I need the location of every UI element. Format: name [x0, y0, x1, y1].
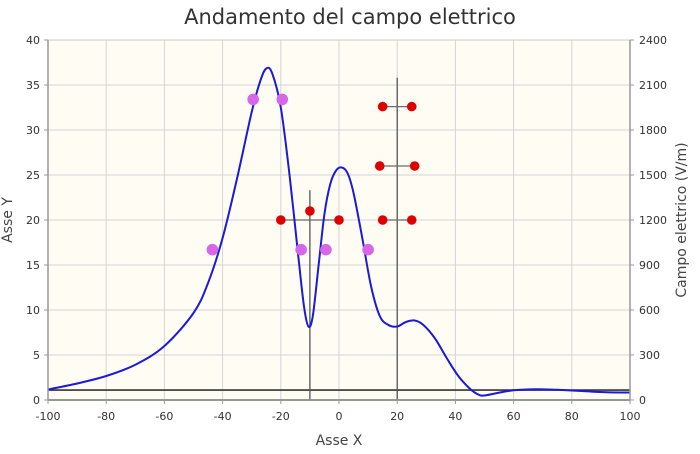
y-tick-label: 40 — [26, 34, 40, 47]
negative-charge-marker — [206, 243, 219, 256]
axes: -100 -80 -60 -40 -20 0 20 40 60 80 100 0 5 10 15 20 25 30… — [26, 34, 667, 423]
y-tick-label: 30 — [26, 124, 40, 137]
negative-charge-marker — [276, 93, 289, 106]
y2-tick-label: 600 — [639, 304, 660, 317]
x-tick-label: 20 — [390, 410, 404, 423]
y-tick-label: 20 — [26, 214, 40, 227]
x-tick-label: 80 — [565, 410, 579, 423]
x-tick-label: 0 — [336, 410, 343, 423]
grid — [48, 40, 630, 400]
y-tick-label: 35 — [26, 79, 40, 92]
y2-tick-label: 1800 — [639, 124, 667, 137]
y2-tick-label: 0 — [639, 394, 646, 407]
positive-charge-marker — [406, 215, 417, 225]
x-tick-label: -100 — [36, 410, 61, 423]
negative-charge-marker — [362, 243, 374, 256]
positive-charge-marker — [305, 206, 315, 216]
chart-title: Andamento del campo elettrico — [184, 5, 516, 29]
positive-charge-marker — [334, 215, 344, 225]
positive-charge-marker — [377, 215, 388, 225]
y2-axis-label: Campo elettrico (V/m) — [674, 142, 690, 297]
y-axis-label: Asse Y — [0, 197, 16, 243]
positive-charge-marker — [409, 161, 420, 171]
x-tick-label: 100 — [620, 410, 641, 423]
field-curve-layer — [47, 66, 631, 397]
y-tick-label: 0 — [33, 394, 40, 407]
negative-charge-marker — [320, 243, 332, 256]
x-tick-label: -60 — [155, 410, 173, 423]
field-curve — [47, 66, 631, 397]
y-tick-label: 25 — [26, 169, 40, 182]
y-tick-label: 5 — [33, 349, 40, 362]
x-tick-label: -20 — [272, 410, 290, 423]
y2-tick-label: 300 — [639, 349, 660, 362]
charges-layer — [206, 93, 420, 256]
y2-tick-label: 1500 — [639, 169, 667, 182]
positive-charge-marker — [377, 101, 388, 112]
y2-tick-label: 2400 — [639, 34, 667, 47]
y2-tick-label: 900 — [639, 259, 660, 272]
y2-tick-label: 2100 — [639, 79, 667, 92]
y2-tick-label: 1200 — [639, 214, 667, 227]
positive-charge-marker — [374, 161, 385, 171]
x-tick-label: 40 — [448, 410, 462, 423]
positive-charge-marker — [406, 101, 417, 112]
y-tick-label: 15 — [26, 259, 40, 272]
charge-stems — [280, 105, 415, 221]
y-tick-label: 10 — [26, 304, 40, 317]
x-tick-label: -80 — [97, 410, 115, 423]
x-tick-label: 60 — [507, 410, 521, 423]
negative-charge-marker — [295, 243, 307, 256]
positive-charge-marker — [276, 215, 286, 225]
negative-charge-marker — [247, 93, 259, 106]
x-axis-label: Asse X — [316, 433, 363, 449]
x-tick-label: -40 — [214, 410, 232, 423]
